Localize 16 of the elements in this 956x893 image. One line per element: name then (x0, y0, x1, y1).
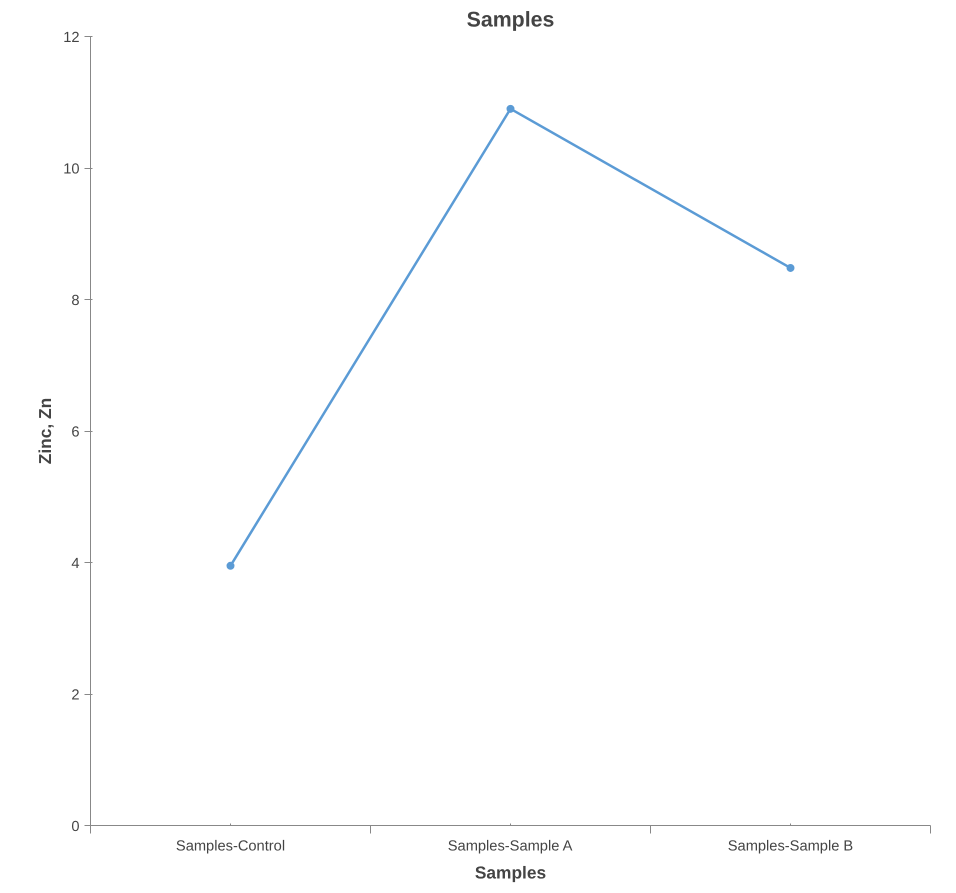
y-tick-label: 2 (71, 688, 80, 704)
x-axis-title: Samples (474, 862, 546, 882)
y-tick-label: 10 (63, 162, 80, 178)
x-tick-label: Samples-Control (176, 838, 286, 854)
y-tick-label: 6 (71, 424, 80, 440)
y-tick-label: 0 (71, 819, 80, 835)
y-axis-title: Zinc, Zn (35, 398, 56, 464)
y-tick-label: 8 (71, 293, 80, 309)
y-tick-label: 12 (63, 30, 80, 46)
point (786, 264, 794, 272)
chart-title: Samples (466, 8, 554, 32)
point (506, 104, 514, 113)
y-tick-label: 4 (71, 556, 80, 572)
x-tick-label: Samples-Sample A (448, 838, 573, 854)
point (226, 562, 234, 570)
x-tick-label: Samples-Sample B (728, 838, 854, 854)
